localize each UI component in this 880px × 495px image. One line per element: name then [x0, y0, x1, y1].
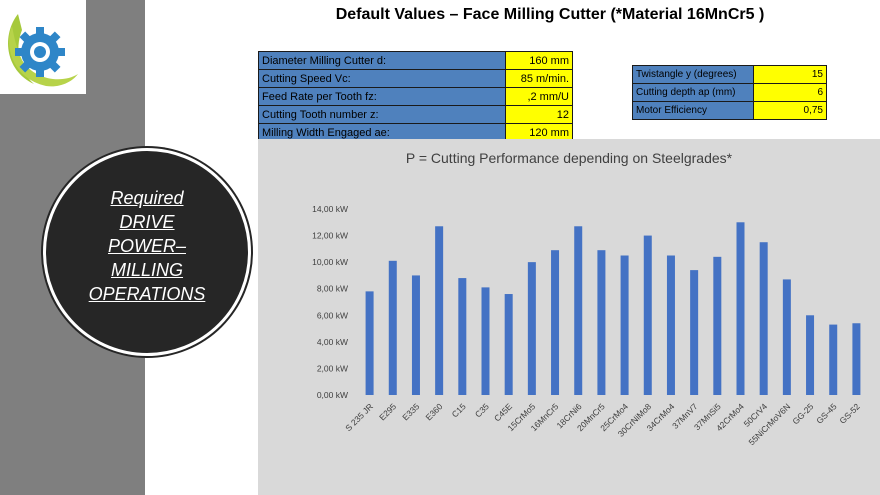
badge-line: DRIVE: [119, 212, 175, 232]
x-tick-label: GS-52: [837, 401, 862, 426]
chart-title: P = Cutting Performance depending on Ste…: [406, 150, 733, 166]
table-row: Feed Rate per Tooth fz: ,2 mm/U: [258, 87, 573, 106]
section-badge-circle: [43, 148, 251, 356]
section-badge-text: Required DRIVE POWER– MILLING OPERATIONS: [43, 186, 251, 306]
x-tick-label: S 235 JR: [343, 401, 375, 433]
bar-gg-25: [806, 315, 815, 395]
bar-37mnv7: [690, 270, 699, 395]
bar-chart: P = Cutting Performance depending on Ste…: [312, 150, 862, 447]
badge-line: OPERATIONS: [88, 284, 206, 304]
x-tick-label: E360: [423, 401, 444, 422]
bar-gs-45: [829, 324, 838, 395]
param-label: Cutting depth ap (mm): [632, 83, 754, 102]
param-label: Twistangle y (degrees): [632, 65, 754, 84]
x-tick-label: GG-25: [790, 401, 815, 426]
page-title: Default Values – Face Milling Cutter (*M…: [335, 6, 765, 23]
bar-34crmo4: [666, 255, 675, 395]
table-row: Cutting Speed Vc: 85 m/min.: [258, 69, 573, 88]
bar-15crmo5: [527, 262, 536, 395]
bar-18crni6: [574, 226, 583, 395]
bar-30crnimo8: [643, 235, 652, 395]
y-tick-label: 10,00 kW: [312, 257, 348, 267]
y-tick-label: 2,00 kW: [317, 363, 348, 373]
bar-e360: [435, 226, 444, 395]
y-tick-label: 0,00 kW: [317, 390, 348, 400]
badge-line: POWER–: [107, 236, 186, 256]
x-tick-label: C15: [450, 401, 468, 419]
param-value[interactable]: 120 mm: [505, 123, 573, 142]
bar-e295: [388, 260, 397, 395]
bar-series: [365, 222, 861, 395]
table-row: Diameter Milling Cutter d: 160 mm: [258, 51, 573, 70]
chart-area: P = Cutting Performance depending on Ste…: [258, 139, 880, 495]
param-label: Diameter Milling Cutter d:: [258, 51, 506, 70]
param-label: Cutting Speed Vc:: [258, 69, 506, 88]
y-tick-label: 8,00 kW: [317, 284, 348, 294]
bar-50crv4: [759, 242, 768, 395]
y-axis: 0,00 kW 2,00 kW 4,00 kW 6,00 kW 8,00 kW 10,00…: [312, 204, 348, 400]
x-tick-label: 55NiCrMoV6N: [746, 401, 792, 447]
bar-37mnsi5: [713, 256, 722, 395]
bar-55nicrmov6n: [782, 279, 791, 395]
param-value[interactable]: 12: [505, 105, 573, 124]
x-tick-label: E335: [400, 401, 421, 422]
y-tick-label: 4,00 kW: [317, 337, 348, 347]
table-row: Cutting Tooth number z: 12: [258, 105, 573, 124]
bar-gs-52: [852, 323, 861, 395]
bar-s-235-jr: [365, 291, 374, 395]
bar-e335: [411, 275, 420, 395]
bar-25crmo4: [620, 255, 629, 395]
y-tick-label: 14,00 kW: [312, 204, 348, 214]
param-label: Motor Efficiency: [632, 101, 754, 120]
table-row: Motor Efficiency 0,75: [632, 101, 827, 120]
cutting-params-table: Twistangle y (degrees) 15 Cutting depth …: [632, 65, 827, 120]
param-value[interactable]: 6: [753, 83, 827, 102]
bar-c15: [458, 278, 467, 395]
param-value[interactable]: ,2 mm/U: [505, 87, 573, 106]
side-band-top: [86, 0, 145, 94]
x-tick-label: GS-45: [814, 401, 839, 426]
bar-c35: [481, 287, 490, 395]
x-tick-label: E295: [377, 401, 398, 422]
param-label: Cutting Tooth number z:: [258, 105, 506, 124]
param-value[interactable]: 0,75: [753, 101, 827, 120]
table-row: Twistangle y (degrees) 15: [632, 65, 827, 84]
table-row: Cutting depth ap (mm) 6: [632, 83, 827, 102]
badge-line: MILLING: [110, 260, 184, 280]
x-tick-label: C35: [473, 401, 491, 419]
param-value[interactable]: 85 m/min.: [505, 69, 573, 88]
param-value[interactable]: 15: [753, 65, 827, 84]
bar-c45e: [504, 294, 513, 395]
bar-16mncr5: [551, 250, 560, 395]
x-axis: S 235 JR E295 E335 E360 C15 C35 C45E15CrMo516M…: [343, 401, 862, 447]
company-logo: [0, 0, 86, 94]
bar-20mncr5: [597, 250, 606, 395]
gear-logo-icon: [8, 14, 78, 87]
param-label: Feed Rate per Tooth fz:: [258, 87, 506, 106]
y-tick-label: 12,00 kW: [312, 231, 348, 241]
y-tick-label: 6,00 kW: [317, 310, 348, 320]
default-values-table: Diameter Milling Cutter d: 160 mm Cuttin…: [258, 51, 573, 142]
bar-42crmo4: [736, 222, 745, 395]
param-value[interactable]: 160 mm: [505, 51, 573, 70]
badge-line: Required: [110, 188, 184, 208]
